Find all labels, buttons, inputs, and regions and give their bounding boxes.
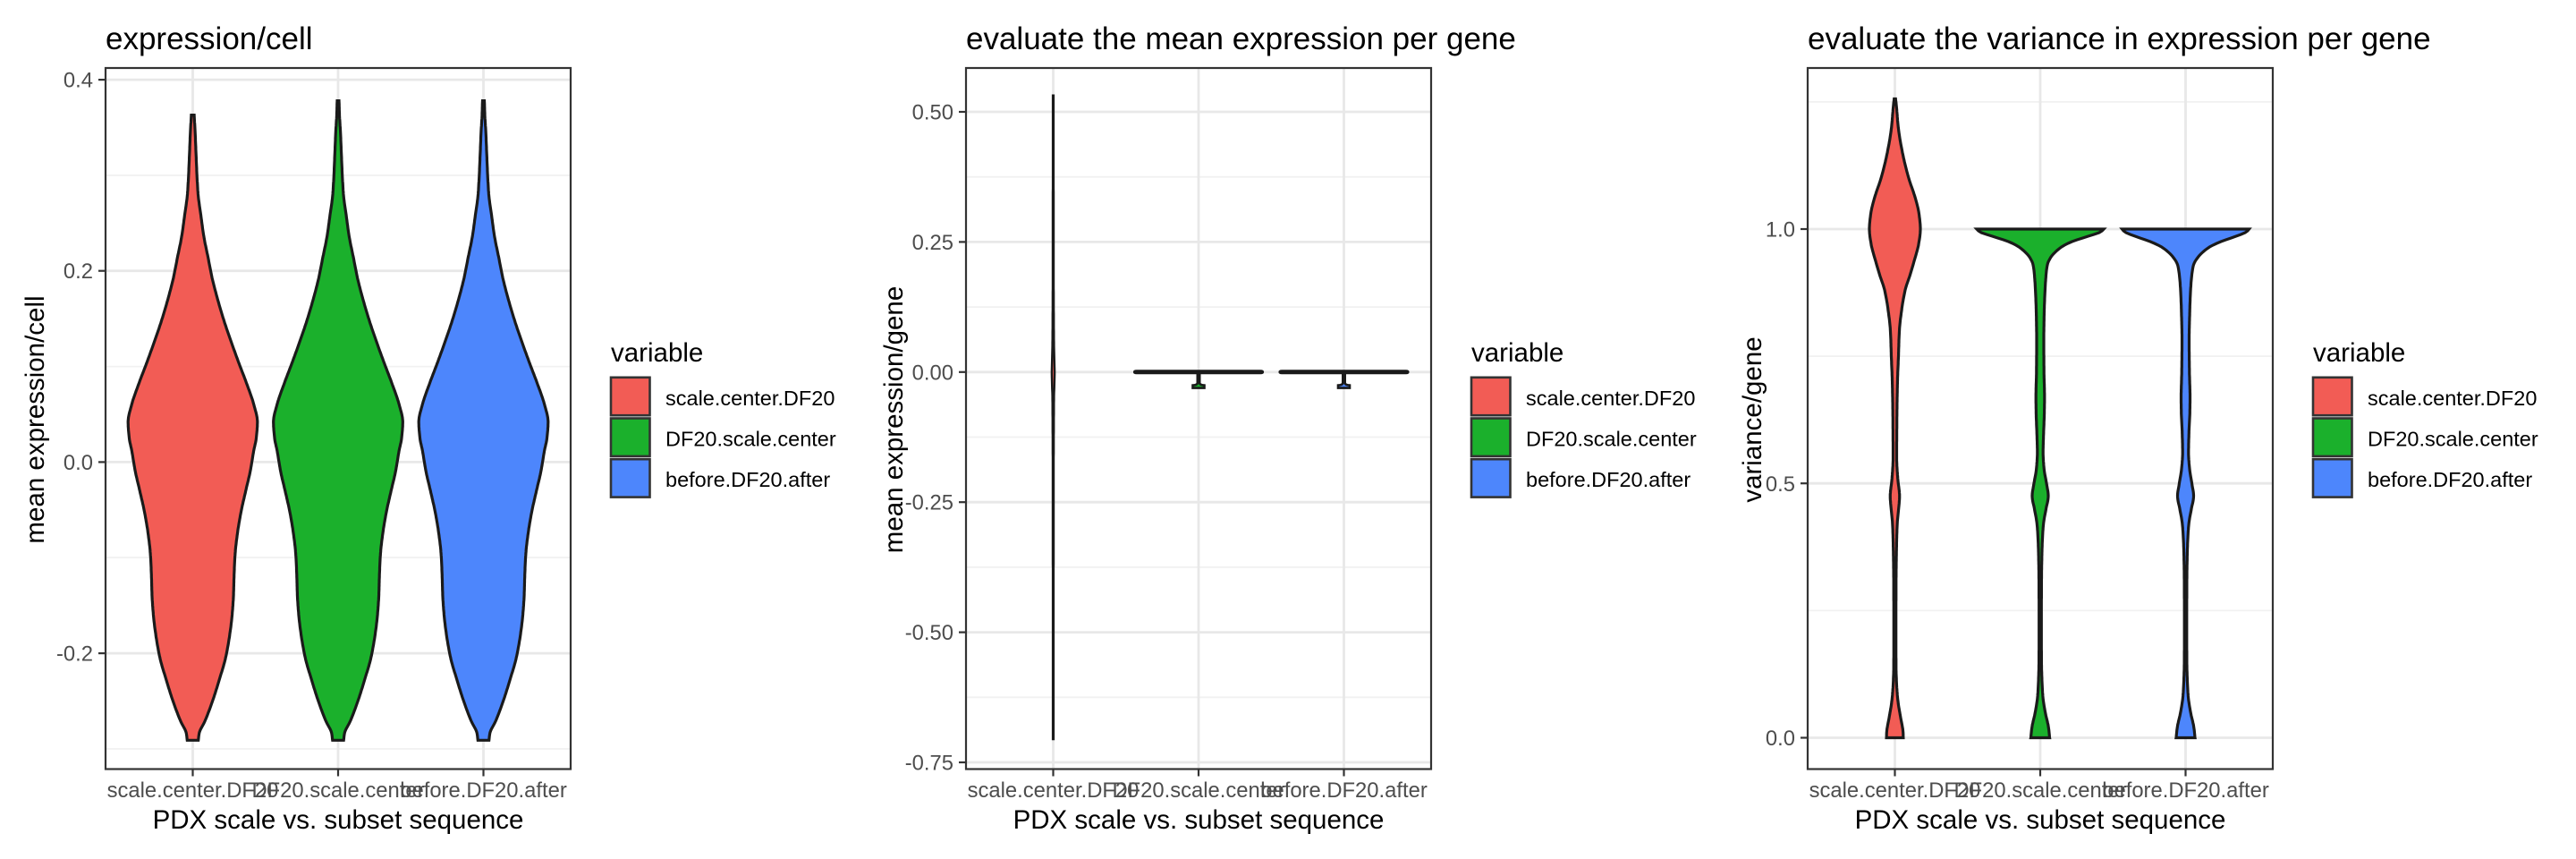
- svg-text:scale.center.DF20: scale.center.DF20: [665, 387, 835, 410]
- svg-text:DF20.scale.center: DF20.scale.center: [1526, 428, 1697, 451]
- svg-text:variance/gene: variance/gene: [1738, 336, 1767, 502]
- svg-text:expression/cell: expression/cell: [106, 21, 313, 56]
- svg-text:scale.center.DF20: scale.center.DF20: [107, 778, 279, 803]
- svg-text:evaluate the mean expression p: evaluate the mean expression per gene: [966, 21, 1516, 56]
- svg-text:before.DF20.after: before.DF20.after: [400, 778, 567, 803]
- svg-text:DF20.scale.center: DF20.scale.center: [665, 428, 836, 451]
- svg-text:variable: variable: [611, 338, 703, 368]
- svg-text:scale.center.DF20: scale.center.DF20: [968, 778, 1140, 803]
- svg-text:PDX scale vs. subset sequence: PDX scale vs. subset sequence: [153, 805, 524, 835]
- svg-text:0.25: 0.25: [912, 231, 953, 255]
- svg-text:-0.25: -0.25: [905, 491, 953, 515]
- svg-text:0.4: 0.4: [64, 69, 93, 93]
- svg-text:DF20.scale.center: DF20.scale.center: [251, 778, 424, 803]
- svg-text:-0.2: -0.2: [56, 642, 93, 667]
- svg-text:DF20.scale.center: DF20.scale.center: [1112, 778, 1284, 803]
- svg-text:variable: variable: [1471, 338, 1563, 368]
- svg-text:0.50: 0.50: [912, 101, 953, 125]
- svg-text:before.DF20.after: before.DF20.after: [2368, 468, 2532, 491]
- svg-text:evaluate the variance in expre: evaluate the variance in expression per …: [1808, 21, 2431, 56]
- svg-text:mean expression/cell: mean expression/cell: [21, 295, 50, 543]
- svg-text:PDX scale vs. subset sequence: PDX scale vs. subset sequence: [1855, 805, 2226, 835]
- svg-text:scale.center.DF20: scale.center.DF20: [1526, 387, 1695, 410]
- svg-text:scale.center.DF20: scale.center.DF20: [1809, 778, 1981, 803]
- svg-text:DF20.scale.center: DF20.scale.center: [1953, 778, 2126, 803]
- svg-text:1.0: 1.0: [1766, 218, 1795, 242]
- svg-text:scale.center.DF20: scale.center.DF20: [2368, 387, 2537, 410]
- svg-text:variable: variable: [2313, 338, 2405, 368]
- svg-text:before.DF20.after: before.DF20.after: [1260, 778, 1428, 803]
- svg-text:0.00: 0.00: [912, 361, 953, 385]
- svg-text:before.DF20.after: before.DF20.after: [665, 468, 830, 491]
- svg-text:0.0: 0.0: [64, 451, 93, 475]
- svg-text:PDX scale vs. subset sequence: PDX scale vs. subset sequence: [1013, 805, 1385, 835]
- svg-text:0.2: 0.2: [64, 259, 93, 284]
- svg-text:-0.75: -0.75: [905, 752, 953, 776]
- svg-text:0.0: 0.0: [1766, 727, 1795, 751]
- svg-text:DF20.scale.center: DF20.scale.center: [2368, 428, 2538, 451]
- svg-text:before.DF20.after: before.DF20.after: [2102, 778, 2269, 803]
- svg-text:before.DF20.after: before.DF20.after: [1526, 468, 1690, 491]
- svg-text:0.5: 0.5: [1766, 472, 1795, 497]
- svg-text:-0.50: -0.50: [905, 621, 953, 645]
- svg-text:mean expression/gene: mean expression/gene: [879, 286, 909, 553]
